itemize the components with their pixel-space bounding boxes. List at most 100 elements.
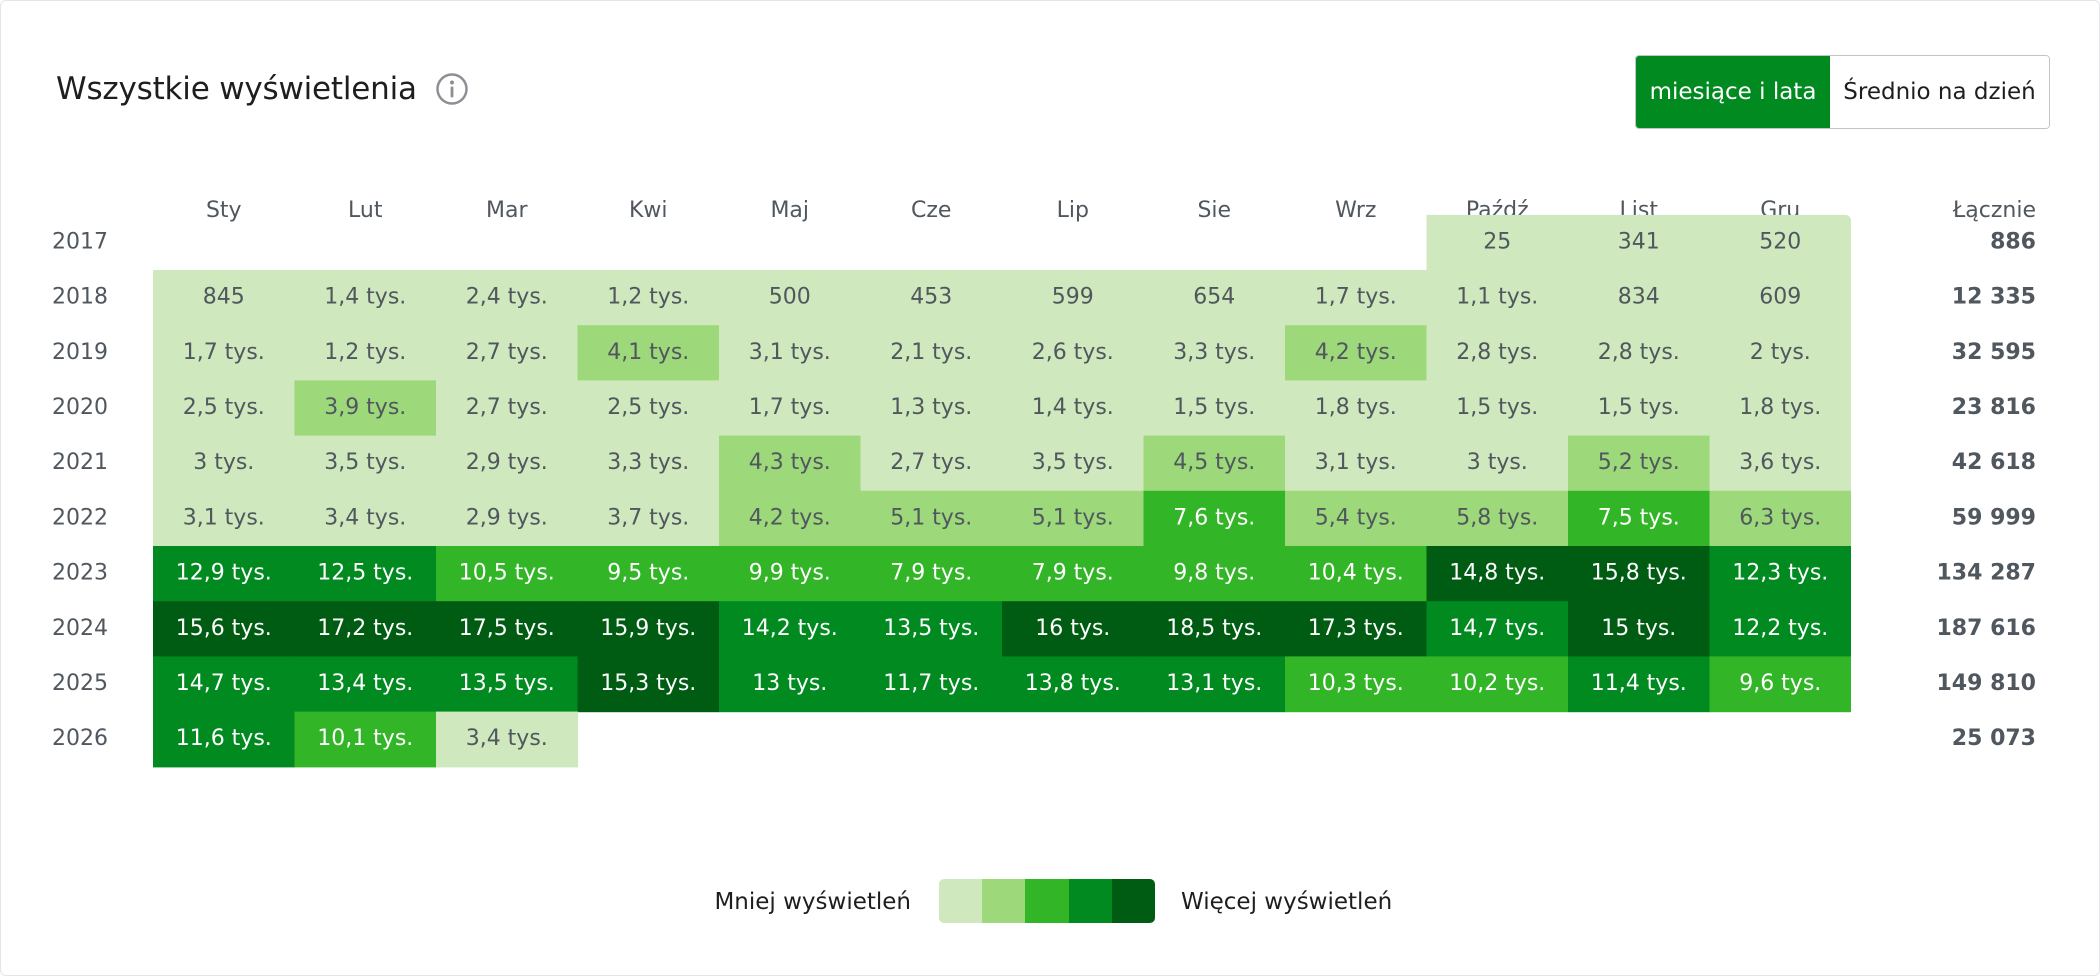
heatmap-cell-2021-wrz[interactable] (1285, 435, 1428, 492)
heatmap-cell-2019-wrz[interactable] (1285, 325, 1428, 381)
heatmap-cell-2024-cze[interactable] (860, 601, 1003, 657)
heatmap-cell-2018-sty[interactable] (153, 270, 296, 326)
heatmap-cell-2018-wrz[interactable] (1285, 270, 1428, 326)
heatmap-cell-2019-maj[interactable] (719, 325, 862, 381)
heatmap-cell-2023-mar[interactable] (436, 546, 579, 602)
heatmap-cell-2020-mar[interactable] (436, 380, 579, 437)
heatmap-cell-2020-kwi[interactable] (577, 380, 720, 437)
heatmap-cell-2018-sie[interactable] (1143, 270, 1286, 326)
heatmap-cell-2024-gru[interactable] (1709, 601, 1852, 657)
heatmap-cell-2021-sty[interactable] (153, 435, 296, 492)
heatmap-cell-2019-kwi[interactable] (577, 325, 720, 381)
heatmap-cell-2025-kwi[interactable] (577, 656, 720, 713)
heatmap-cell-2020-list[interactable] (1568, 380, 1711, 437)
heatmap-cell-2017-list[interactable] (1568, 214, 1711, 271)
heatmap-cell-2023-lut[interactable] (294, 546, 437, 602)
heatmap-cell-2017-gru[interactable] (1709, 214, 1852, 271)
heatmap-cell-2020-paźdź[interactable] (1426, 380, 1569, 437)
heatmap-cell-2018-cze[interactable] (860, 270, 1003, 326)
heatmap-cell-2021-lip[interactable] (1002, 435, 1145, 492)
heatmap-cell-2025-sty[interactable] (153, 656, 296, 713)
heatmap-cell-2025-gru[interactable] (1709, 656, 1852, 713)
heatmap-cell-2020-sie[interactable] (1143, 380, 1286, 437)
heatmap-cell-2023-kwi[interactable] (577, 546, 720, 602)
heatmap-cell-2021-cze[interactable] (860, 435, 1003, 492)
heatmap-cell-2020-lip[interactable] (1002, 380, 1145, 437)
heatmap-cell-2020-cze[interactable] (860, 380, 1003, 437)
heatmap-cell-2022-kwi[interactable] (577, 490, 720, 547)
heatmap-cell-2026-lut[interactable] (294, 711, 437, 768)
info-icon[interactable] (435, 72, 469, 106)
heatmap-cell-2021-gru[interactable] (1709, 435, 1852, 492)
heatmap-cell-2022-lip[interactable] (1002, 490, 1145, 547)
heatmap-cell-2022-wrz[interactable] (1285, 490, 1428, 547)
heatmap-cell-2023-gru[interactable] (1709, 546, 1852, 602)
heatmap-cell-2024-lip[interactable] (1002, 601, 1145, 657)
heatmap-cell-2021-kwi[interactable] (577, 435, 720, 492)
heatmap-cell-2019-mar[interactable] (436, 325, 579, 381)
heatmap-cell-2024-list[interactable] (1568, 601, 1711, 657)
heatmap-cell-2024-sty[interactable] (153, 601, 296, 657)
heatmap-cell-2025-wrz[interactable] (1285, 656, 1428, 713)
heatmap-cell-2026-sty[interactable] (153, 711, 296, 768)
heatmap-cell-2024-kwi[interactable] (577, 601, 720, 657)
heatmap-cell-2025-list[interactable] (1568, 656, 1711, 713)
heatmap-cell-2024-paźdź[interactable] (1426, 601, 1569, 657)
heatmap-cell-2024-mar[interactable] (436, 601, 579, 657)
heatmap-cell-2019-gru[interactable] (1709, 325, 1852, 381)
heatmap-cell-2019-sie[interactable] (1143, 325, 1286, 381)
heatmap-cell-2022-sie[interactable] (1143, 490, 1286, 547)
heatmap-cell-2022-lut[interactable] (294, 490, 437, 547)
heatmap-cell-2023-sty[interactable] (153, 546, 296, 602)
heatmap-cell-2021-paźdź[interactable] (1426, 435, 1569, 492)
heatmap-cell-2020-maj[interactable] (719, 380, 862, 437)
heatmap-cell-2021-list[interactable] (1568, 435, 1711, 492)
heatmap-cell-2025-lut[interactable] (294, 656, 437, 713)
heatmap-cell-2019-sty[interactable] (153, 325, 296, 381)
heatmap-cell-2025-sie[interactable] (1143, 656, 1286, 713)
heatmap-cell-2025-cze[interactable] (860, 656, 1003, 713)
heatmap-cell-2020-gru[interactable] (1709, 380, 1852, 437)
heatmap-cell-2019-lut[interactable] (294, 325, 437, 381)
heatmap-cell-2023-sie[interactable] (1143, 546, 1286, 602)
heatmap-cell-2018-maj[interactable] (719, 270, 862, 326)
heatmap-cell-2018-paźdź[interactable] (1426, 270, 1569, 326)
heatmap-cell-2024-sie[interactable] (1143, 601, 1286, 657)
heatmap-cell-2018-kwi[interactable] (577, 270, 720, 326)
heatmap-cell-2023-wrz[interactable] (1285, 546, 1428, 602)
heatmap-cell-2018-lip[interactable] (1002, 270, 1145, 326)
heatmap-cell-2021-mar[interactable] (436, 435, 579, 492)
toggle-daily-average[interactable]: Średnio na dzień (1830, 56, 2049, 128)
heatmap-cell-2022-maj[interactable] (719, 490, 862, 547)
heatmap-cell-2022-paźdź[interactable] (1426, 490, 1569, 547)
heatmap-cell-2022-sty[interactable] (153, 490, 296, 547)
heatmap-cell-2022-cze[interactable] (860, 490, 1003, 547)
heatmap-cell-2018-list[interactable] (1568, 270, 1711, 326)
heatmap-cell-2017-paźdź[interactable] (1426, 214, 1569, 271)
heatmap-cell-2022-mar[interactable] (436, 490, 579, 547)
heatmap-cell-2025-mar[interactable] (436, 656, 579, 713)
heatmap-cell-2024-maj[interactable] (719, 601, 862, 657)
heatmap-cell-2023-paźdź[interactable] (1426, 546, 1569, 602)
heatmap-cell-2020-wrz[interactable] (1285, 380, 1428, 437)
heatmap-cell-2019-cze[interactable] (860, 325, 1003, 381)
heatmap-cell-2025-maj[interactable] (719, 656, 862, 713)
heatmap-cell-2021-sie[interactable] (1143, 435, 1286, 492)
heatmap-cell-2019-list[interactable] (1568, 325, 1711, 381)
heatmap-cell-2020-sty[interactable] (153, 380, 296, 437)
heatmap-cell-2023-cze[interactable] (860, 546, 1003, 602)
heatmap-cell-2019-paźdź[interactable] (1426, 325, 1569, 381)
heatmap-cell-2024-lut[interactable] (294, 601, 437, 657)
heatmap-cell-2021-lut[interactable] (294, 435, 437, 492)
heatmap-cell-2022-list[interactable] (1568, 490, 1711, 547)
heatmap-cell-2019-lip[interactable] (1002, 325, 1145, 381)
heatmap-cell-2018-gru[interactable] (1709, 270, 1852, 326)
heatmap-cell-2024-wrz[interactable] (1285, 601, 1428, 657)
heatmap-cell-2018-mar[interactable] (436, 270, 579, 326)
heatmap-cell-2025-lip[interactable] (1002, 656, 1145, 713)
heatmap-cell-2022-gru[interactable] (1709, 490, 1852, 547)
heatmap-cell-2021-maj[interactable] (719, 435, 862, 492)
heatmap-cell-2023-lip[interactable] (1002, 546, 1145, 602)
heatmap-cell-2026-mar[interactable] (436, 711, 579, 768)
heatmap-cell-2025-paźdź[interactable] (1426, 656, 1569, 713)
